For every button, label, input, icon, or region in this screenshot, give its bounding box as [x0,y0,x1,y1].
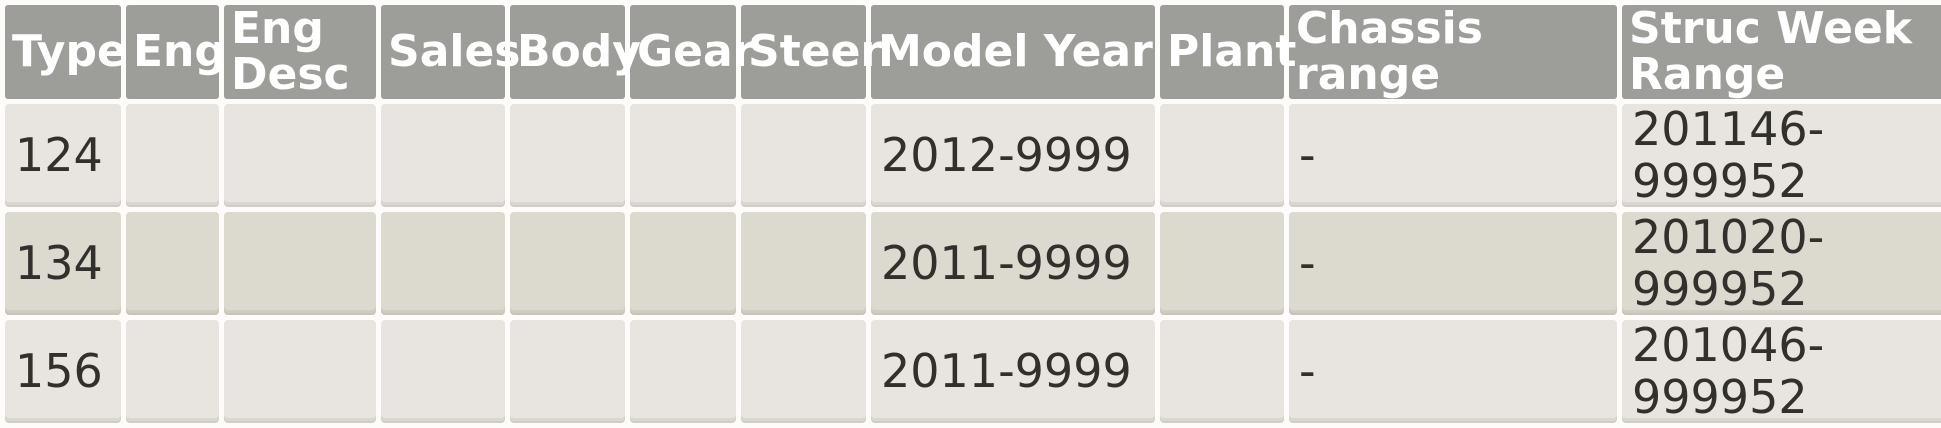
cell-sales[interactable] [381,320,505,424]
cell-eng[interactable] [126,104,219,208]
cell-eng-desc[interactable] [224,320,376,424]
column-header-model-year: Model Year [871,5,1155,99]
cell-gear[interactable] [630,320,736,424]
cell-struc-week-range[interactable]: 201020-999952 [1622,211,1941,316]
column-header-plant: Plant [1160,5,1296,99]
column-header-eng: Eng [126,5,226,99]
cell-chassis-range[interactable]: - [1289,320,1617,424]
table-row[interactable]: 134 2011-9999 - 201020-999952 [5,211,1941,316]
cell-model-year[interactable]: 2011-9999 [871,212,1155,316]
column-header-chassis-range: Chassis range [1289,5,1617,99]
column-header-sales: Sales [381,5,521,99]
column-header-steer: Steer [741,5,882,99]
column-header-body: Body [510,5,641,99]
table-row[interactable]: 124 2012-9999 - 201146-999952 [5,103,1941,208]
cell-model-year[interactable]: 2012-9999 [871,104,1155,208]
cell-struc-week-range[interactable]: 201046-999952 [1622,319,1941,424]
cell-body[interactable] [510,212,625,316]
cell-model-year[interactable]: 2011-9999 [871,320,1155,424]
column-header-type: Type [5,5,127,99]
column-header-eng-desc: Eng Desc [224,5,376,99]
cell-eng[interactable] [126,320,219,424]
cell-chassis-range[interactable]: - [1289,212,1617,316]
cell-gear[interactable] [630,212,736,316]
cell-sales[interactable] [381,212,505,316]
cell-eng-desc[interactable] [224,212,376,316]
cell-sales[interactable] [381,104,505,208]
cell-type[interactable]: 124 [5,104,121,208]
cell-type[interactable]: 134 [5,212,121,316]
cell-steer[interactable] [741,212,866,316]
cell-body[interactable] [510,320,625,424]
table-header-row: Type Eng Eng Desc Sales Body Gear Steer … [5,5,1941,99]
cell-steer[interactable] [741,320,866,424]
cell-gear[interactable] [630,104,736,208]
cell-plant[interactable] [1160,320,1284,424]
column-header-gear: Gear [630,5,754,99]
cell-plant[interactable] [1160,104,1284,208]
cell-eng-desc[interactable] [224,104,376,208]
cell-body[interactable] [510,104,625,208]
column-header-struc-week-range: Struc Week Range [1622,5,1941,99]
cell-eng[interactable] [126,212,219,316]
cell-plant[interactable] [1160,212,1284,316]
cell-struc-week-range[interactable]: 201146-999952 [1622,103,1941,208]
table-row[interactable]: 156 2011-9999 - 201046-999952 [5,319,1941,424]
cell-chassis-range[interactable]: - [1289,104,1617,208]
cell-steer[interactable] [741,104,866,208]
cell-type[interactable]: 156 [5,320,121,424]
